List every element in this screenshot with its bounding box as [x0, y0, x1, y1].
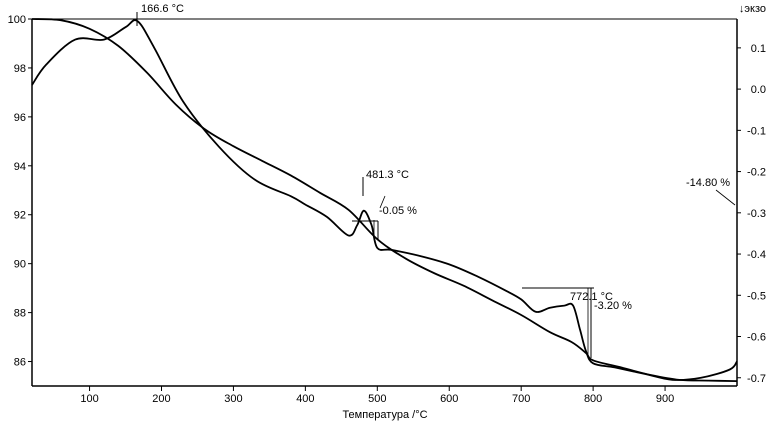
left-tick-label: 90 — [14, 259, 26, 271]
x-tick-label: 700 — [512, 393, 530, 405]
right-axis-ticks: 0.1 0.0 -0.1 -0.2 -0.3 -0.4 -0.5 -0.6 -0.7 — [737, 43, 766, 385]
plot-frame — [31, 18, 738, 387]
right-tick-label: -0.6 — [747, 332, 766, 344]
x-axis-label: Температура /°C — [342, 409, 427, 421]
right-tick-label: -0.1 — [747, 125, 766, 137]
bracket-mass-loss-1 — [352, 195, 386, 240]
right-tick-label: 0.1 — [751, 43, 766, 55]
right-axis-label: ↓экзо — [739, 3, 766, 15]
annotation-peak-481-3: 481.3 °C — [366, 169, 409, 181]
right-tick-label: -0.3 — [747, 208, 766, 220]
annotation-mass-loss-2: -3.20 % — [594, 300, 632, 312]
left-tick-label: 98 — [14, 63, 26, 75]
left-tick-label: 100 — [8, 14, 26, 26]
total-mass-loss-leader — [715, 189, 736, 206]
annotation-peak-166-6: 166.6 °C — [141, 3, 184, 15]
x-tick-label: 400 — [296, 393, 314, 405]
right-tick-label: -0.4 — [747, 249, 766, 261]
series-line-tg — [31, 18, 738, 382]
left-tick-label: 94 — [14, 161, 26, 173]
x-tick-label: 500 — [368, 393, 386, 405]
left-tick-label: 96 — [14, 112, 26, 124]
annotation-mass-loss-1: -0.05 % — [379, 205, 417, 217]
x-axis-ticks: 100 200 300 400 500 600 700 800 900 — [80, 386, 674, 405]
right-tick-label: -0.5 — [747, 290, 766, 302]
annotation-peak-772-1: 772.1 °C — [570, 291, 613, 303]
left-tick-label: 86 — [14, 357, 26, 369]
series-line-dsc — [31, 19, 738, 381]
x-tick-label: 800 — [584, 393, 602, 405]
x-tick-label: 100 — [80, 393, 98, 405]
x-tick-label: 300 — [224, 393, 242, 405]
x-tick-label: 900 — [656, 393, 674, 405]
right-tick-label: -0.7 — [747, 373, 766, 385]
left-axis-ticks: 86 88 90 92 94 96 98 100 — [8, 14, 32, 369]
left-tick-label: 88 — [14, 308, 26, 320]
x-tick-label: 600 — [440, 393, 458, 405]
x-tick-label: 200 — [152, 393, 170, 405]
right-tick-label: 0.0 — [751, 84, 766, 96]
left-tick-label: 92 — [14, 210, 26, 222]
annotation-total-mass-loss: -14.80 % — [686, 177, 730, 189]
bracket-mass-loss-2 — [522, 287, 594, 358]
right-tick-label: -0.2 — [747, 167, 766, 179]
